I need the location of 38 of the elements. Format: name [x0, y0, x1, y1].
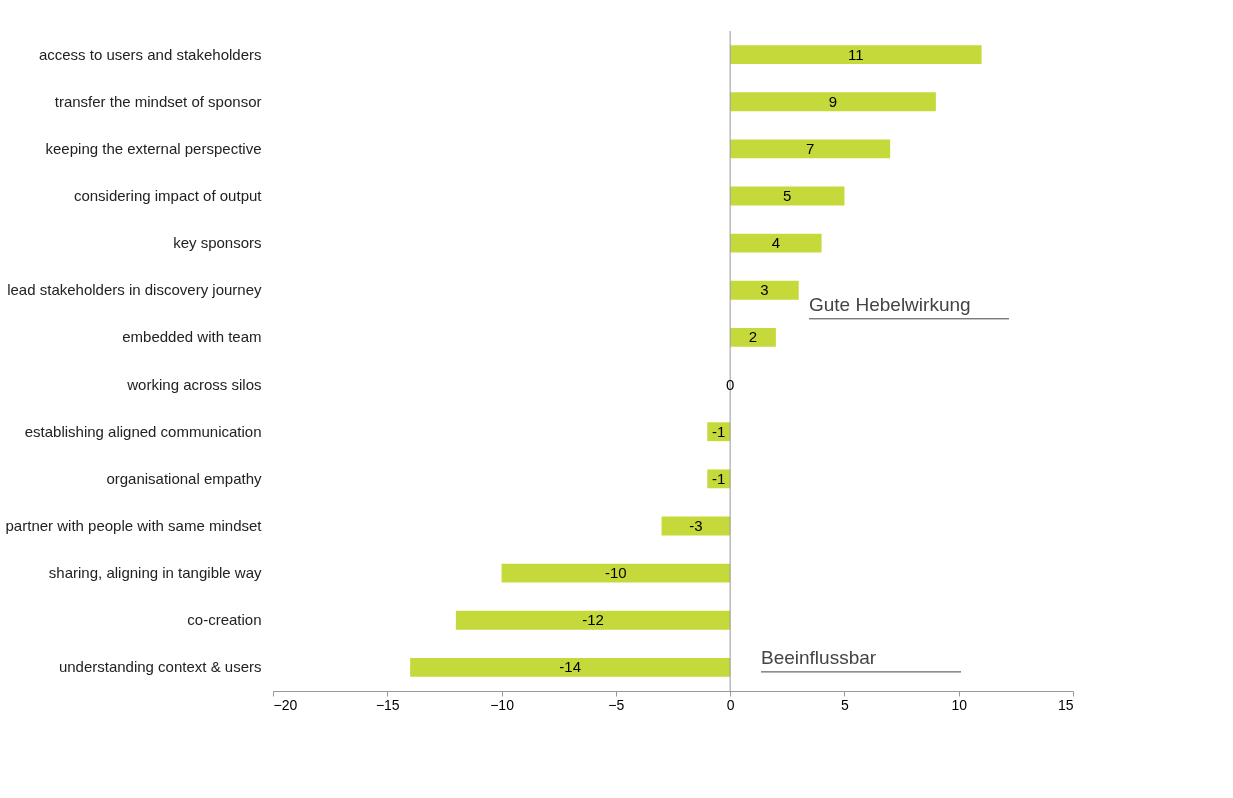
y-tick-label: working across silos [126, 375, 262, 393]
x-tick-label: −5 [608, 696, 625, 713]
data-label: -3 [689, 517, 703, 534]
data-label: -14 [559, 658, 581, 676]
y-tick-label: establishing aligned communication [24, 422, 262, 440]
x-tick-label: −20 [273, 696, 298, 713]
data-label: 2 [748, 328, 758, 346]
x-tick-label: −10 [490, 696, 515, 713]
data-label: 4 [771, 234, 781, 252]
data-label: 11 [848, 45, 864, 63]
y-tick-label: lead stakeholders in discovery journey [7, 281, 262, 299]
x-tick-label: 10 [951, 696, 968, 713]
y-tick-label: keeping the external perspective [45, 139, 262, 157]
data-label: -1 [712, 422, 726, 440]
y-tick-label: considering impact of output [73, 187, 263, 204]
data-label: 7 [805, 139, 815, 157]
data-label: 9 [828, 92, 838, 110]
data-label: 0 [725, 375, 735, 393]
data-label: 3 [760, 281, 769, 299]
x-tick-label: −15 [375, 696, 400, 713]
y-tick-label: understanding context & users [58, 658, 262, 676]
x-tick-label: 15 [1057, 696, 1074, 713]
annotation: Gute Hebelwirkung [809, 293, 971, 315]
y-tick-label: access to users and stakeholders [38, 45, 262, 63]
x-tick-label: 0 [726, 696, 735, 713]
y-tick-label: sharing, aligning in tangible way [48, 564, 262, 582]
y-tick-label: key sponsors [173, 234, 262, 252]
y-tick-label: organisational empathy [106, 469, 262, 487]
data-label: -10 [605, 564, 627, 582]
x-tick-label: 5 [841, 696, 850, 713]
y-tick-label: partner with people with same mindset [5, 517, 263, 534]
data-label: -1 [712, 469, 726, 487]
y-tick-label: embedded with team [122, 328, 262, 346]
data-label: -12 [582, 611, 604, 629]
annotation: Beeinflussbar [761, 646, 877, 668]
y-tick-label: co-creation [187, 611, 262, 629]
data-label: 5 [783, 187, 792, 204]
y-tick-label: transfer the mindset of sponsor [54, 92, 262, 110]
